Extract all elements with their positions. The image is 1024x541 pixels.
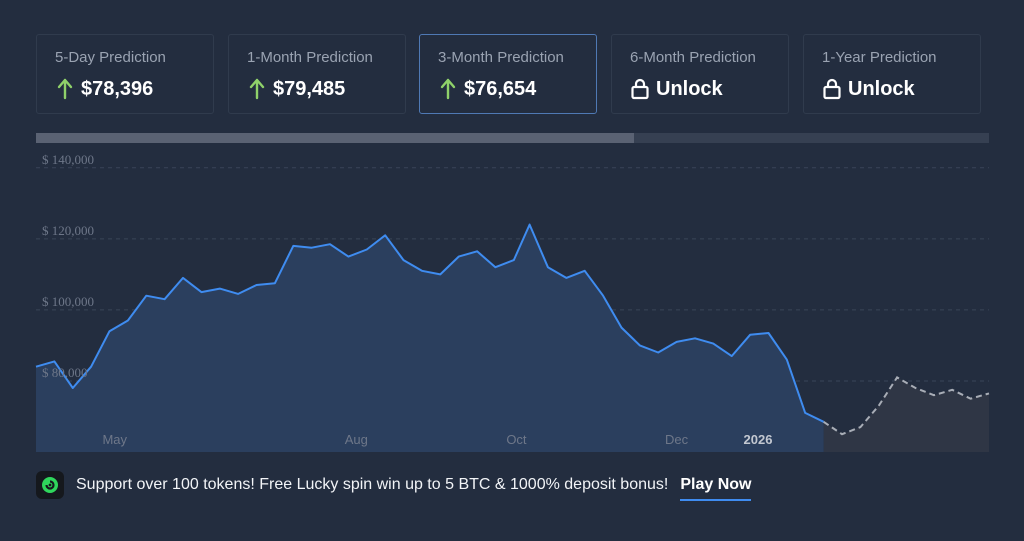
forecast-line (823, 376, 990, 436)
play-now-link[interactable]: Play Now (680, 476, 752, 501)
chart-areas (36, 224, 989, 452)
card-label: 6-Month Prediction (630, 49, 756, 66)
y-tick-label: $ 80,000 (42, 365, 88, 380)
y-tick-label: $ 100,000 (42, 294, 94, 309)
card-label: 1-Month Prediction (247, 49, 373, 66)
x-tick-label: Aug (345, 432, 368, 447)
card-label: 3-Month Prediction (438, 49, 564, 66)
card-5-day[interactable]: 5-Day Prediction $78,396 (36, 34, 214, 114)
card-value: $78,396 (81, 77, 154, 100)
price-line (35, 223, 825, 423)
card-value: $76,654 (464, 77, 537, 100)
x-tick-label: Dec (665, 432, 689, 447)
chart-lines (35, 223, 990, 436)
x-tick-label: May (102, 432, 127, 447)
lock-icon (823, 78, 841, 100)
grid-lines (36, 167, 989, 382)
y-tick-label: $ 120,000 (42, 223, 94, 238)
card-value-row: $78,396 (55, 77, 153, 101)
card-value-row: Unlock (630, 77, 723, 101)
prediction-cards: 5-Day Prediction $78,396 1-Month Predict… (36, 34, 990, 116)
card-6-month[interactable]: 6-Month Prediction Unlock (611, 34, 789, 114)
range-selector-fill[interactable] (36, 133, 635, 143)
lock-icon (631, 78, 649, 100)
arrow-up-icon (440, 78, 456, 100)
card-value-row: Unlock (822, 77, 915, 101)
promo-banner: Support over 100 tokens! Free Lucky spin… (36, 470, 796, 501)
price-chart: $ 80,000 $ 100,000 $ 120,000 $ 140,000 May A… (35, 152, 990, 452)
x-tick-label: 2026 (744, 432, 773, 447)
x-tick-label: Oct (506, 432, 527, 447)
casino-logo-glyph (42, 477, 58, 493)
y-tick-label: $ 140,000 (42, 152, 94, 167)
range-selector-bar[interactable] (36, 133, 989, 143)
casino-logo-icon (36, 471, 64, 499)
card-label: 5-Day Prediction (55, 49, 166, 66)
card-1-month[interactable]: 1-Month Prediction $79,485 (228, 34, 406, 114)
card-value-row: $79,485 (247, 77, 345, 101)
y-axis-ticks: $ 80,000 $ 100,000 $ 120,000 $ 140,000 (42, 152, 94, 380)
arrow-up-icon (249, 78, 265, 100)
card-value: Unlock (656, 77, 723, 100)
card-value: $79,485 (273, 77, 346, 100)
price-area (36, 224, 824, 452)
forecast-area (823, 377, 989, 452)
card-value-row: $76,654 (438, 77, 536, 101)
x-axis-ticks: May Aug Oct Dec 2026 (102, 432, 772, 447)
card-1-year[interactable]: 1-Year Prediction Unlock (803, 34, 981, 114)
promo-text: Support over 100 tokens! Free Lucky spin… (76, 476, 669, 493)
arrow-up-icon (57, 78, 73, 100)
card-label: 1-Year Prediction (822, 49, 937, 66)
card-3-month[interactable]: 3-Month Prediction $76,654 (419, 34, 597, 114)
card-value: Unlock (848, 77, 915, 100)
